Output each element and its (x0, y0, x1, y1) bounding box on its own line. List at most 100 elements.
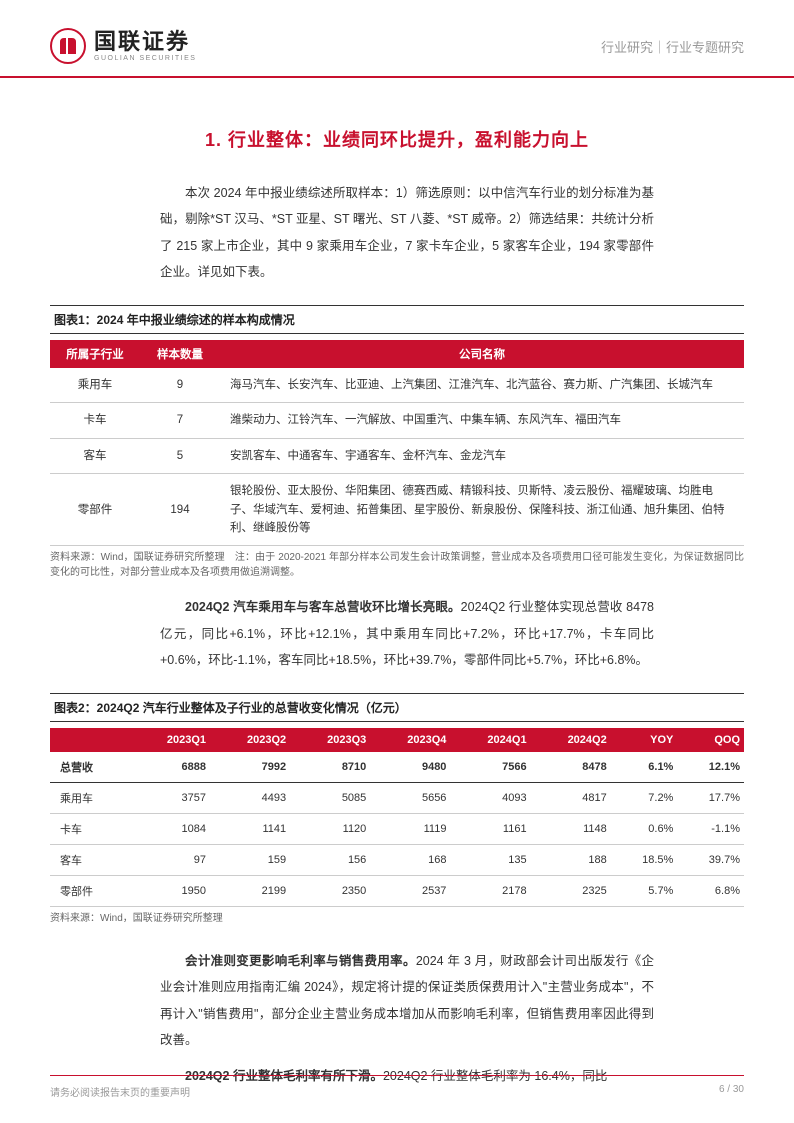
cell-value: 188 (531, 845, 611, 876)
chart2-source: 资料来源：Wind，国联证券研究所整理 (50, 911, 744, 926)
cell-value: 1119 (370, 814, 450, 845)
cell-count: 9 (140, 368, 220, 403)
cell-value: 135 (450, 845, 530, 876)
page-header: 国联证券 GUOLIAN SECURITIES 行业研究｜行业专题研究 (0, 0, 794, 78)
page-number: 6 / 30 (719, 1084, 744, 1099)
chart1-source: 资料来源：Wind，国联证券研究所整理 注：由于 2020-2021 年部分样本… (50, 550, 744, 580)
logo-area: 国联证券 GUOLIAN SECURITIES (50, 28, 196, 64)
cell-label: 总营收 (50, 752, 130, 783)
cell-value: 1161 (450, 814, 530, 845)
table-header: 2023Q4 (370, 728, 450, 752)
table-header: 所属子行业 (50, 340, 140, 368)
cell-count: 7 (140, 403, 220, 438)
cell-value: 0.6% (611, 814, 678, 845)
table-row: 零部件194银轮股份、亚太股份、华阳集团、德赛西威、精锻科技、贝斯特、凌云股份、… (50, 474, 744, 546)
cell-label: 卡车 (50, 814, 130, 845)
para2: 2024Q2 汽车乘用车与客车总营收环比增长亮眼。2024Q2 行业整体实现总营… (50, 594, 744, 673)
cell-value: 156 (290, 845, 370, 876)
cell-industry: 乘用车 (50, 368, 140, 403)
cell-value: 8710 (290, 752, 370, 783)
table-header: 2024Q2 (531, 728, 611, 752)
cell-companies: 安凯客车、中通客车、宇通客车、金杯汽车、金龙汽车 (220, 438, 744, 473)
sample-composition-table: 所属子行业样本数量公司名称 乘用车9海马汽车、长安汽车、比亚迪、上汽集团、江淮汽… (50, 340, 744, 546)
chart1-title: 图表1：2024 年中报业绩综述的样本构成情况 (50, 305, 744, 334)
cell-count: 5 (140, 438, 220, 473)
table-row: 乘用车3757449350855656409348177.2%17.7% (50, 783, 744, 814)
cell-value: 2325 (531, 876, 611, 907)
company-logo-icon (50, 28, 86, 64)
cell-label: 零部件 (50, 876, 130, 907)
revenue-table: 2023Q12023Q22023Q32023Q42024Q12024Q2YOYQ… (50, 728, 744, 907)
logo-cn: 国联证券 (94, 31, 196, 53)
table-row: 卡车7潍柴动力、江铃汽车、一汽解放、中国重汽、中集车辆、东风汽车、福田汽车 (50, 403, 744, 438)
header-category: 行业研究｜行业专题研究 (601, 37, 744, 56)
table-row: 总营收6888799287109480756684786.1%12.1% (50, 752, 744, 783)
cell-value: 8478 (531, 752, 611, 783)
cell-value: 1120 (290, 814, 370, 845)
table-header: 2023Q3 (290, 728, 370, 752)
logo-text: 国联证券 GUOLIAN SECURITIES (94, 31, 196, 62)
cell-companies: 潍柴动力、江铃汽车、一汽解放、中国重汽、中集车辆、东风汽车、福田汽车 (220, 403, 744, 438)
para3: 会计准则变更影响毛利率与销售费用率。2024 年 3 月，财政部会计司出版发行《… (50, 948, 744, 1053)
cell-industry: 零部件 (50, 474, 140, 546)
chart2-title: 图表2：2024Q2 汽车行业整体及子行业的总营收变化情况（亿元） (50, 693, 744, 722)
table-row: 客车5安凯客车、中通客车、宇通客车、金杯汽车、金龙汽车 (50, 438, 744, 473)
cell-value: 1950 (130, 876, 210, 907)
cell-value: 97 (130, 845, 210, 876)
table-header: QOQ (677, 728, 744, 752)
cell-industry: 客车 (50, 438, 140, 473)
cell-value: 2350 (290, 876, 370, 907)
cell-value: 4093 (450, 783, 530, 814)
cell-value: 4817 (531, 783, 611, 814)
cell-value: 2199 (210, 876, 290, 907)
table-header: 公司名称 (220, 340, 744, 368)
cell-industry: 卡车 (50, 403, 140, 438)
table-header: 2023Q1 (130, 728, 210, 752)
cell-value: 1084 (130, 814, 210, 845)
cell-label: 乘用车 (50, 783, 130, 814)
cell-value: 5656 (370, 783, 450, 814)
cell-value: 39.7% (677, 845, 744, 876)
table-row: 乘用车9海马汽车、长安汽车、比亚迪、上汽集团、江淮汽车、北汽蓝谷、赛力斯、广汽集… (50, 368, 744, 403)
cell-value: 18.5% (611, 845, 678, 876)
table-row: 客车9715915616813518818.5%39.7% (50, 845, 744, 876)
cell-value: 159 (210, 845, 290, 876)
cell-value: 6.1% (611, 752, 678, 783)
cell-value: 6.8% (677, 876, 744, 907)
table-header: 2024Q1 (450, 728, 530, 752)
intro-paragraph: 本次 2024 年中报业绩综述所取样本：1）筛选原则：以中信汽车行业的划分标准为… (50, 180, 744, 285)
cell-value: 4493 (210, 783, 290, 814)
cell-value: 5085 (290, 783, 370, 814)
page-footer: 请务必阅读报告末页的重要声明 6 / 30 (50, 1075, 744, 1099)
main-content: 1. 行业整体：业绩同环比提升，盈利能力向上 本次 2024 年中报业绩综述所取… (0, 126, 794, 1089)
table-header: 样本数量 (140, 340, 220, 368)
logo-en: GUOLIAN SECURITIES (94, 55, 196, 62)
cell-companies: 海马汽车、长安汽车、比亚迪、上汽集团、江淮汽车、北汽蓝谷、赛力斯、广汽集团、长城… (220, 368, 744, 403)
cell-value: 2537 (370, 876, 450, 907)
table-row: 卡车1084114111201119116111480.6%-1.1% (50, 814, 744, 845)
section-title: 1. 行业整体：业绩同环比提升，盈利能力向上 (50, 126, 744, 152)
cell-value: 7.2% (611, 783, 678, 814)
table-row: 零部件1950219923502537217823255.7%6.8% (50, 876, 744, 907)
cell-value: 7992 (210, 752, 290, 783)
cell-companies: 银轮股份、亚太股份、华阳集团、德赛西威、精锻科技、贝斯特、凌云股份、福耀玻璃、均… (220, 474, 744, 546)
para3-bold: 会计准则变更影响毛利率与销售费用率。 (185, 954, 416, 968)
cell-label: 客车 (50, 845, 130, 876)
cell-value: 168 (370, 845, 450, 876)
cell-value: 1148 (531, 814, 611, 845)
cell-count: 194 (140, 474, 220, 546)
table-header (50, 728, 130, 752)
cell-value: -1.1% (677, 814, 744, 845)
cell-value: 3757 (130, 783, 210, 814)
para2-bold: 2024Q2 汽车乘用车与客车总营收环比增长亮眼。 (185, 600, 461, 614)
table-header: 2023Q2 (210, 728, 290, 752)
cell-value: 2178 (450, 876, 530, 907)
cell-value: 9480 (370, 752, 450, 783)
footer-disclaimer: 请务必阅读报告末页的重要声明 (50, 1084, 190, 1099)
cell-value: 17.7% (677, 783, 744, 814)
cell-value: 12.1% (677, 752, 744, 783)
cell-value: 1141 (210, 814, 290, 845)
cell-value: 6888 (130, 752, 210, 783)
cell-value: 7566 (450, 752, 530, 783)
table-header: YOY (611, 728, 678, 752)
